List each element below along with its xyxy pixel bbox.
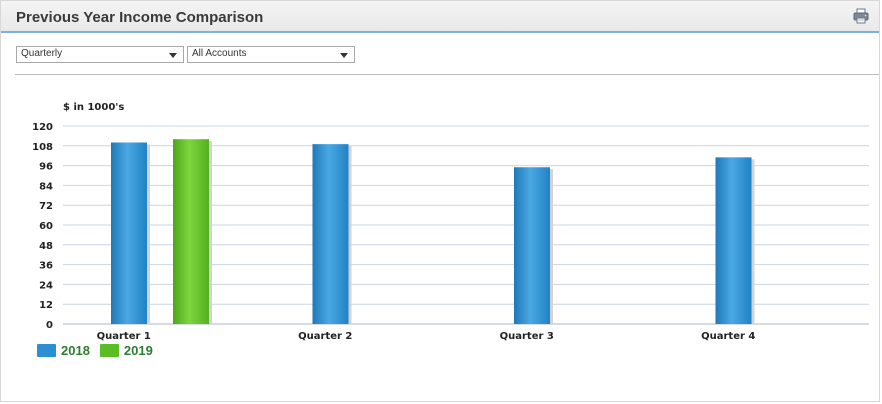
- legend-swatch-2018: [37, 344, 56, 357]
- period-select[interactable]: Quarterly: [16, 46, 184, 63]
- bar-2018-quarter-4[interactable]: [715, 157, 752, 324]
- y-tick-label: 120: [32, 122, 53, 133]
- y-tick-label: 36: [39, 261, 53, 272]
- y-tick-label: 0: [46, 320, 53, 331]
- panel-title: Previous Year Income Comparison: [16, 9, 264, 26]
- panel-header: Previous Year Income Comparison: [1, 1, 879, 33]
- y-axis-title: $ in 1000's: [63, 102, 124, 113]
- y-tick-label: 84: [39, 181, 53, 192]
- bar-2018-quarter-2[interactable]: [312, 144, 349, 324]
- y-tick-label: 60: [39, 221, 53, 232]
- y-tick-label: 108: [32, 142, 53, 153]
- bar-2018-quarter-3[interactable]: [514, 167, 550, 324]
- legend-label-2018: 2018: [61, 343, 90, 358]
- bar-2019-quarter-1[interactable]: [173, 139, 209, 324]
- y-tick-label: 48: [39, 241, 53, 252]
- legend-item-2018[interactable]: 2018: [37, 343, 90, 358]
- filter-divider: [15, 74, 879, 75]
- income-bar-chart: $ in 1000's 0 12 24 36 48 60 72 84 96 108 120 Quarte…: [32, 102, 869, 341]
- printer-icon[interactable]: [853, 8, 869, 24]
- legend-swatch-2019: [99, 344, 119, 357]
- y-tick-label: 24: [39, 280, 53, 291]
- period-select-value: Quarterly: [21, 48, 63, 59]
- x-tick-label: Quarter 3: [500, 331, 554, 341]
- legend-label-2019: 2019: [123, 343, 153, 358]
- y-tick-label: 12: [39, 300, 53, 311]
- accounts-select[interactable]: All Accounts: [187, 46, 355, 63]
- x-tick-label: Quarter 1: [97, 331, 151, 341]
- chevron-down-icon: [169, 53, 177, 58]
- chevron-down-icon: [340, 53, 348, 58]
- accounts-select-value: All Accounts: [192, 48, 247, 59]
- x-tick-label: Quarter 4: [701, 331, 755, 341]
- x-tick-label: Quarter 2: [298, 331, 352, 341]
- bar-2018-quarter-1[interactable]: [111, 142, 147, 325]
- chart-legend: 2018 2019: [37, 343, 163, 358]
- legend-item-2019[interactable]: 2019: [99, 343, 153, 358]
- y-tick-label: 72: [39, 201, 53, 212]
- y-tick-label: 96: [39, 162, 53, 173]
